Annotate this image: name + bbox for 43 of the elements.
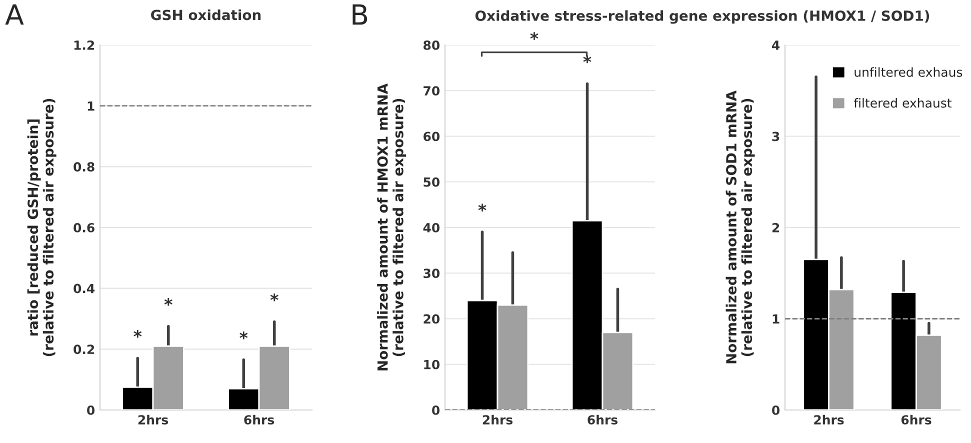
text: Oxidative stress-related gene expression (HMOX1 / SOD1) xyxy=(475,10,930,24)
chart-title: GSH oxidation xyxy=(151,9,261,20)
annotation: * xyxy=(270,293,278,302)
y-tick-label: 0.8 xyxy=(74,162,94,172)
y-tick-label: 30 xyxy=(424,268,440,278)
text: * xyxy=(530,32,538,40)
y-tick-label: 20 xyxy=(424,314,440,324)
annotation: * xyxy=(164,298,172,306)
y-tick-label: 0.4 xyxy=(74,284,95,294)
x-tick-label: 6hrs xyxy=(244,414,274,425)
y-tick-label: 0.2 xyxy=(74,344,94,354)
y-tick-label: 10 xyxy=(424,360,440,370)
y-axis-title: ratio [reduced GSH/protein] (relative to filtered air exposure) xyxy=(27,98,56,356)
text: B xyxy=(352,4,368,25)
y-tick-label: 3 xyxy=(772,132,780,142)
y-tick-label: 1 xyxy=(88,101,94,111)
x-tick-label: 2hrs xyxy=(814,414,844,425)
x-tick-label: 2hrs xyxy=(482,414,513,425)
y-axis-title: Normalized amount of SOD1 mRNA (relative to filtered air exposure) xyxy=(726,90,755,364)
y-axis-title: Normalized amount of HMOX1 mRNA (relative to filtered air exposure) xyxy=(377,83,406,370)
annotation: * xyxy=(478,204,486,212)
y-tick-label: 50 xyxy=(424,177,440,187)
legend-label: unfiltered exhaus xyxy=(854,67,962,77)
y-tick-label: 0 xyxy=(772,405,780,415)
y-tick-label: 0 xyxy=(432,405,440,415)
y-tick-label: 70 xyxy=(424,86,440,96)
y-tick-label: 1.2 xyxy=(74,40,94,50)
x-tick-label: 6hrs xyxy=(588,414,618,425)
annotation: * xyxy=(134,330,142,338)
y-tick-label: 80 xyxy=(424,40,440,50)
y-tick-label: 4 xyxy=(772,40,780,50)
y-tick-label: 0.6 xyxy=(74,222,94,232)
y-tick-label: 0 xyxy=(87,405,95,415)
y-tick-label: 1 xyxy=(772,314,780,324)
y-tick-label: 2 xyxy=(772,222,780,232)
text: A xyxy=(5,4,24,25)
x-tick-label: 2hrs xyxy=(138,414,168,425)
y-tick-label: 40 xyxy=(423,222,440,232)
x-tick-label: 6hrs xyxy=(901,414,932,425)
y-tick-label: 60 xyxy=(424,132,440,142)
legend-label: filtered exhaust xyxy=(854,98,952,108)
annotation: * xyxy=(583,55,592,64)
annotation: * xyxy=(240,331,248,340)
